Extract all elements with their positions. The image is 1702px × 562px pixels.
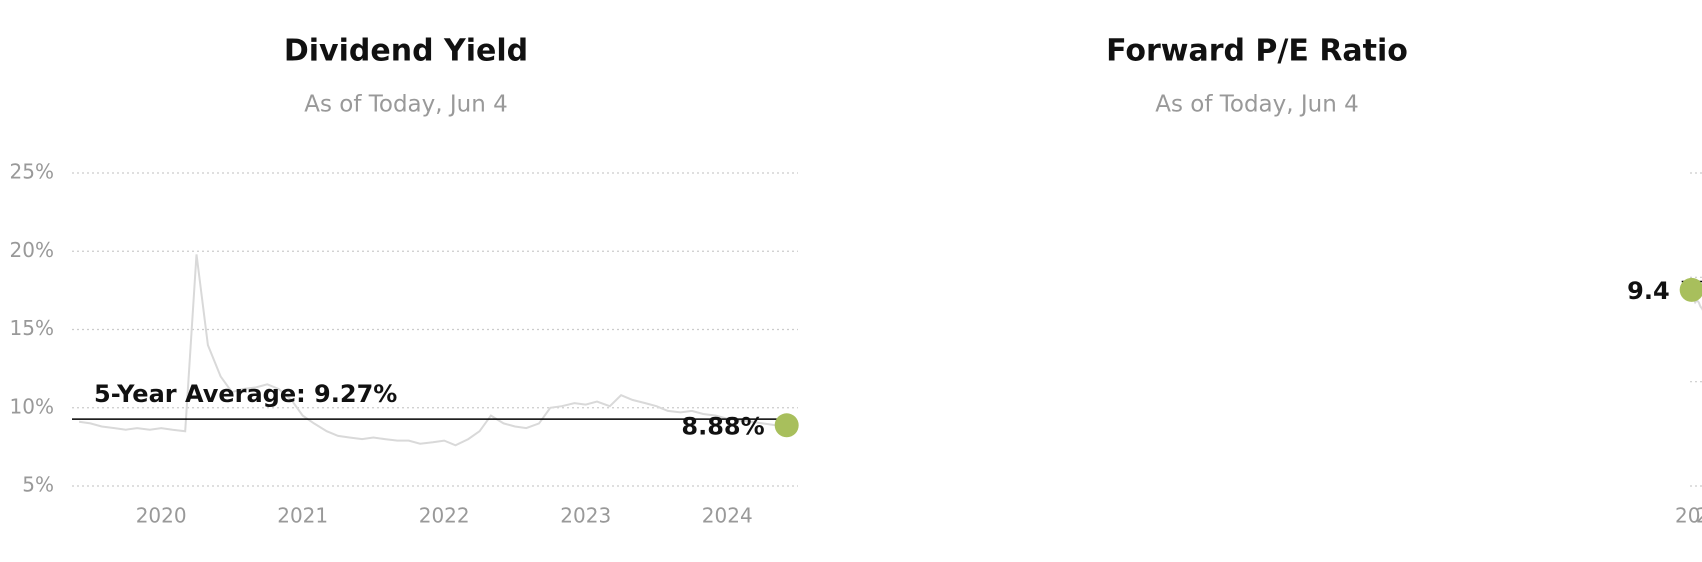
x-tick-label: 2020 (136, 504, 187, 528)
chart-title: Forward P/E Ratio (1106, 34, 1408, 69)
chart-title: Dividend Yield (284, 34, 528, 69)
x-tick-label: 2021 (277, 504, 328, 528)
last-value-dot (1679, 277, 1702, 302)
y-tick-label: 10% (10, 394, 54, 418)
y-tick-label: 20% (10, 238, 54, 262)
y-tick-label: 15% (10, 316, 54, 340)
data-line (1690, 289, 1702, 311)
last-value-dot (774, 413, 799, 438)
x-tick-label: 2023 (1696, 504, 1702, 528)
chart-subtitle: As of Today, Jun 4 (304, 92, 508, 118)
x-tick-label: 2024 (702, 504, 753, 528)
y-tick-label: 5% (22, 473, 54, 497)
last-value-label: 8.88% (681, 412, 764, 440)
chart-subtitle: As of Today, Jun 4 (1155, 92, 1359, 118)
average-label: 5-Year Average: 9.27% (94, 380, 397, 408)
data-line (78, 254, 787, 447)
x-tick-label: 2023 (560, 504, 611, 528)
y-tick-label: 25% (10, 160, 54, 184)
x-tick-label: 2024 (1675, 504, 1702, 528)
x-tick-label: 2022 (419, 504, 470, 528)
last-value-label: 9.4 (1627, 277, 1670, 305)
